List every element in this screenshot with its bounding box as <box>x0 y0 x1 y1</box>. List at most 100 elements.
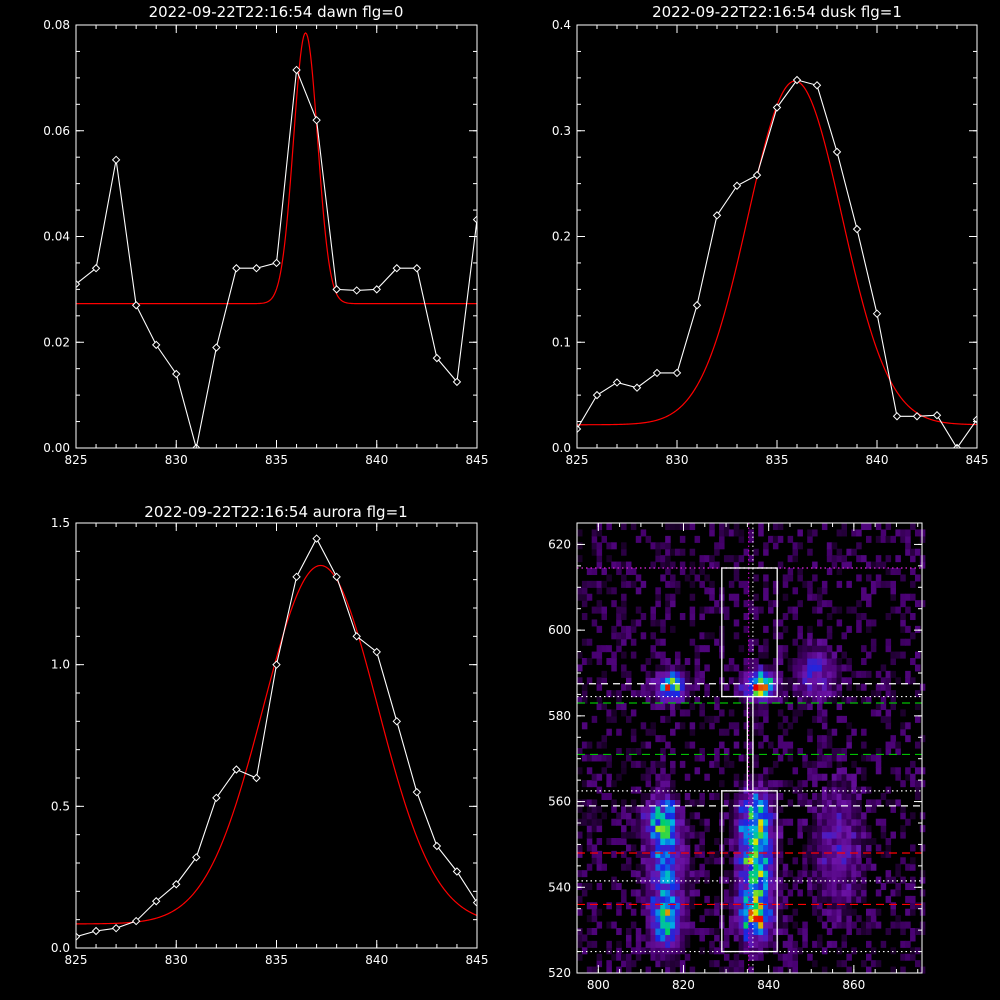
image-heatmap <box>577 523 926 974</box>
heatmap-cell <box>723 966 730 974</box>
heatmap-cell <box>880 850 887 858</box>
heatmap-cell <box>758 857 764 865</box>
heatmap-cell <box>807 850 813 858</box>
heatmap-cell <box>758 722 764 730</box>
heatmap-cell <box>812 593 818 601</box>
heatmap-cell <box>841 632 847 640</box>
heatmap-cell <box>802 638 808 646</box>
heatmap-cell <box>611 632 617 640</box>
heatmap-cell <box>900 613 906 621</box>
heatmap-cell <box>674 940 681 948</box>
heatmap-cell <box>856 683 862 691</box>
heatmap-cell <box>684 831 691 839</box>
dusk-data-point <box>912 412 922 421</box>
heatmap-cell <box>900 940 906 948</box>
heatmap-cell <box>635 812 642 820</box>
heatmap-cell <box>807 825 813 833</box>
heatmap-cell <box>846 876 852 884</box>
heatmap-cell <box>660 940 666 948</box>
heatmap-cell <box>792 953 799 961</box>
heatmap-cell <box>763 838 769 846</box>
heatmap-cell <box>611 658 617 666</box>
heatmap-cell <box>875 703 882 711</box>
heatmap-cell <box>817 818 823 826</box>
heatmap-cell <box>611 780 617 788</box>
heatmap-cell <box>660 934 666 942</box>
heatmap-cell <box>665 548 671 556</box>
heatmap-cell <box>728 921 735 929</box>
heatmap-cell <box>689 870 696 878</box>
heatmap-cell <box>586 677 593 685</box>
heatmap-cell <box>625 683 632 691</box>
heatmap-cell <box>753 915 759 923</box>
heatmap-cell <box>679 831 686 839</box>
heatmap-cell <box>870 561 877 569</box>
heatmap-cell <box>817 741 823 749</box>
heatmap-cell <box>577 928 583 936</box>
dawn-ytick-label: 0.00 <box>43 441 70 455</box>
aurora-data-point <box>372 647 381 657</box>
heatmap-cell <box>817 606 823 614</box>
heatmap-cell <box>821 850 828 858</box>
heatmap-cell <box>723 953 730 961</box>
heatmap-cell <box>851 876 857 884</box>
heatmap-cell <box>836 555 843 563</box>
heatmap-cell <box>679 561 686 569</box>
dusk-data-point <box>652 368 662 378</box>
heatmap-cell <box>621 613 627 621</box>
heatmap-cell <box>655 953 661 961</box>
heatmap-cell <box>645 928 652 936</box>
heatmap-cell <box>856 805 862 813</box>
heatmap-cell <box>630 889 637 897</box>
heatmap-cell <box>856 850 862 858</box>
heatmap-cell <box>763 947 769 955</box>
heatmap-cell <box>802 658 808 666</box>
heatmap-cell <box>596 555 603 563</box>
heatmap-cell <box>596 561 603 569</box>
heatmap-cell <box>670 908 676 916</box>
heatmap-cell <box>660 844 666 852</box>
heatmap-cell <box>616 703 622 711</box>
heatmap-cell <box>674 696 681 704</box>
heatmap-cell <box>650 883 656 891</box>
heatmap-cell <box>738 805 745 813</box>
heatmap-cell <box>694 850 701 858</box>
heatmap-cell <box>738 786 745 794</box>
heatmap-cell <box>728 555 735 563</box>
heatmap-cell <box>645 696 652 704</box>
heatmap-cell <box>865 561 872 569</box>
heatmap-cell <box>807 805 813 813</box>
heatmap-cell <box>812 825 818 833</box>
heatmap-cell <box>719 966 725 974</box>
heatmap-cell <box>709 850 715 858</box>
heatmap-cell <box>733 966 740 974</box>
heatmap-cell <box>885 555 892 563</box>
heatmap-cell <box>880 831 887 839</box>
dawn-data-point <box>232 264 241 273</box>
aurora-data-point <box>452 867 462 876</box>
heatmap-cell <box>792 690 799 698</box>
heatmap-cell <box>660 908 666 916</box>
heatmap-cell <box>723 876 730 884</box>
heatmap-cell <box>625 632 632 640</box>
heatmap-cell <box>684 889 691 897</box>
heatmap-cell <box>821 799 828 807</box>
aurora-data-point <box>91 926 101 936</box>
heatmap-cell <box>812 773 818 781</box>
heatmap-cell <box>821 838 828 846</box>
heatmap-cell <box>753 921 759 929</box>
heatmap-cell <box>621 831 627 839</box>
heatmap-cell <box>635 748 642 756</box>
heatmap-cell <box>670 812 676 820</box>
heatmap-cell <box>733 895 740 903</box>
heatmap-cell <box>787 574 794 582</box>
heatmap-cell <box>890 703 896 711</box>
heatmap-cell <box>591 542 598 550</box>
heatmap-cell <box>861 960 867 968</box>
dawn-data-point <box>412 264 422 273</box>
heatmap-cell <box>841 754 847 762</box>
heatmap-cell <box>655 703 661 711</box>
image-xtick-label: 820 <box>672 978 695 992</box>
heatmap-cell <box>846 799 852 807</box>
heatmap-cell <box>782 677 789 685</box>
